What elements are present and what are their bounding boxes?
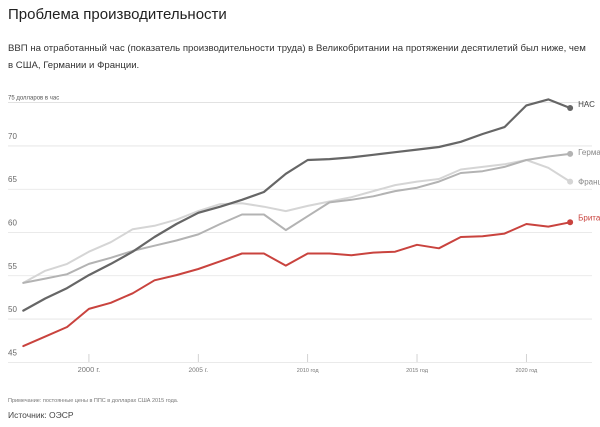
- y-tick-label: 50: [8, 305, 17, 314]
- series-line: [22, 152, 572, 284]
- series-lines: [22, 98, 574, 348]
- chart-title: Проблема производительности: [8, 6, 227, 23]
- series-end-marker: [567, 150, 574, 157]
- series-label: Германия: [578, 148, 600, 157]
- series-line: [22, 98, 572, 312]
- x-tick-label: 2000 г.: [78, 365, 101, 374]
- y-tick-label: 45: [8, 348, 17, 357]
- series-labels: Франция Германия НАС Британия: [578, 100, 600, 222]
- chart-source: Источник: ОЭСР: [8, 410, 74, 420]
- series-label: Франция: [578, 178, 600, 187]
- x-tick-label: 2005 г.: [188, 367, 208, 374]
- x-axis-ticks: 2000 г. 2005 г. 2010 год 2015 год 2020 год: [78, 354, 538, 374]
- grid-lines: [8, 102, 592, 363]
- y-tick-label: 70: [8, 132, 17, 141]
- series-line: [22, 159, 572, 284]
- series-end-marker: [567, 178, 574, 185]
- series-end-marker: [567, 219, 574, 226]
- series-label: НАС: [578, 100, 595, 109]
- y-axis-unit-label: 75 долларов в час: [8, 96, 59, 102]
- chart-note: Примечание: постоянные цены в ППС в долл…: [8, 398, 179, 404]
- y-tick-label: 60: [8, 219, 17, 228]
- y-tick-label: 55: [8, 262, 17, 271]
- series-label: Британия: [578, 213, 600, 222]
- x-tick-label: 2020 год: [515, 368, 538, 374]
- y-axis-ticks: 70 65 60 55 50 45: [8, 132, 17, 357]
- x-tick-label: 2015 год: [406, 368, 429, 374]
- series-end-marker: [567, 105, 574, 112]
- series-line: [22, 221, 572, 348]
- y-tick-label: 65: [8, 175, 17, 184]
- x-tick-label: 2010 год: [297, 368, 320, 374]
- chart-subtitle: ВВП на отработанный час (показатель прои…: [8, 43, 586, 71]
